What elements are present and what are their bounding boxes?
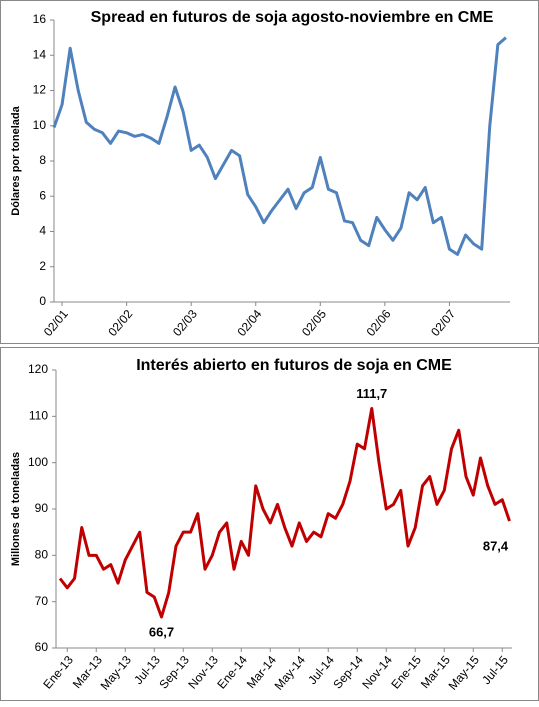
x-tick-label: Nov-14 — [359, 653, 395, 692]
x-tick-label: 02/05 — [299, 307, 329, 339]
y-tick-label: 0 — [39, 294, 46, 308]
y-tick-label: 4 — [39, 224, 46, 238]
x-tick-label: 02/06 — [364, 307, 394, 339]
y-tick-label: 90 — [35, 501, 49, 515]
y-tick-label: 6 — [39, 188, 46, 202]
y-tick-label: 110 — [29, 409, 48, 423]
x-tick-label: May-13 — [98, 653, 135, 693]
x-tick-label: May-15 — [446, 653, 483, 693]
y-tick-label: 60 — [35, 640, 49, 654]
y-tick-label: 14 — [33, 47, 47, 61]
value-label: 111,7 — [356, 386, 387, 401]
chart-title: Spread en futuros de soja agosto-noviemb… — [91, 9, 494, 26]
x-tick-label: 02/03 — [170, 307, 200, 339]
x-tick-label: Ene-14 — [214, 653, 250, 692]
y-axis-title: Dólares por tonelada — [10, 105, 22, 215]
x-tick-label: 02/02 — [105, 307, 135, 339]
y-tick-label: 16 — [33, 12, 47, 26]
y-tick-label: 2 — [39, 259, 46, 273]
y-tick-label: 8 — [39, 153, 46, 167]
chart-title: Interés abierto en futuros de soja en CM… — [136, 357, 452, 374]
x-tick-label: Nov-13 — [185, 653, 221, 692]
x-tick-label: 02/07 — [428, 307, 458, 339]
x-tick-label: 02/04 — [234, 307, 264, 339]
x-tick-label: May-14 — [272, 653, 309, 693]
y-tick-label: 10 — [33, 118, 47, 132]
y-tick-label: 100 — [28, 455, 48, 469]
y-axis-title: Millones de toneladas — [10, 452, 22, 566]
line — [58, 406, 511, 619]
y-tick-label: 12 — [33, 83, 47, 97]
x-tick-label: Sep-14 — [330, 653, 366, 692]
value-label: 66,7 — [149, 624, 174, 639]
y-tick-label: 70 — [35, 594, 49, 608]
x-tick-label: 02/01 — [41, 307, 71, 339]
value-label: 87,4 — [483, 538, 509, 553]
x-tick-label: Ene-13 — [40, 653, 76, 692]
line — [52, 36, 507, 256]
x-tick-label: Ene-15 — [388, 653, 424, 692]
y-tick-label: 80 — [35, 548, 49, 562]
panel-border — [0, 0, 539, 344]
x-tick-label: Jul-15 — [479, 653, 511, 687]
y-tick-label: 120 — [28, 362, 48, 376]
x-tick-label: Sep-13 — [156, 653, 192, 692]
